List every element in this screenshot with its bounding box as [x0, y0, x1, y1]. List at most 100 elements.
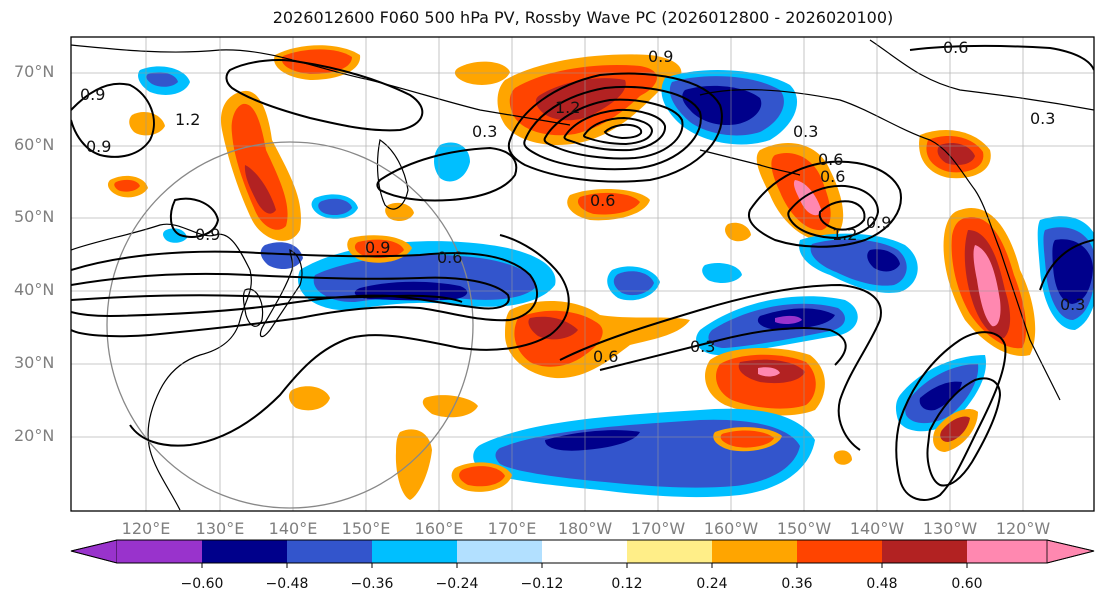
colorbar-label: −0.36	[350, 576, 394, 592]
colorbar-bin	[202, 540, 287, 563]
positive-anomaly	[793, 180, 822, 216]
pc-contour	[169, 197, 220, 238]
pc-contour	[543, 98, 684, 160]
contour-label: 0.6	[818, 150, 843, 169]
colorbar-label: 0.48	[866, 576, 898, 592]
positive-anomaly	[720, 430, 774, 448]
positive-anomaly	[725, 222, 751, 242]
negative-anomaly	[867, 249, 900, 272]
pc-contour	[225, 59, 424, 132]
colorbar-label: −0.48	[265, 576, 309, 592]
pc-contour	[563, 108, 666, 152]
negative-anomaly	[146, 72, 178, 87]
colorbar-bin	[372, 540, 457, 563]
pc-contour	[909, 44, 1094, 71]
shading-layer	[107, 45, 1094, 500]
lon-label: 170°W	[630, 519, 686, 538]
lat-label: 20°N	[14, 426, 55, 445]
colorbar-label: −0.60	[180, 576, 224, 592]
pc-contour	[895, 331, 1007, 501]
colorbar-label: 0.60	[951, 576, 983, 592]
pc-contour	[71, 272, 510, 318]
lon-label: 160°E	[414, 519, 464, 538]
japan-coastline	[259, 249, 303, 338]
positive-anomaly	[385, 202, 414, 221]
pc-contour	[926, 377, 1002, 487]
positive-anomaly	[114, 179, 140, 192]
colorbar-label: 0.24	[696, 576, 728, 592]
contour-label: 0.3	[472, 122, 497, 141]
contour-label: 0.9	[80, 85, 105, 104]
positive-anomaly	[395, 429, 432, 500]
colorbar-max-arrow	[1046, 539, 1095, 564]
positive-anomaly	[973, 245, 1001, 327]
positive-anomaly	[459, 466, 505, 487]
contour-label: 0.6	[820, 167, 845, 186]
contour-label: 0.3	[690, 337, 715, 356]
aleutian-coastline	[699, 149, 801, 176]
lat-label: 70°N	[14, 62, 55, 81]
reference-circle	[106, 141, 474, 509]
pc-contour	[599, 327, 847, 371]
pc-contour	[71, 294, 463, 303]
lon-label: 150°E	[341, 519, 391, 538]
plot-frame	[70, 36, 1095, 512]
pc-contour	[376, 146, 518, 202]
colorbar-label: 0.36	[781, 576, 813, 592]
map-title: 2026012600 F060 500 hPa PV, Rossby Wave …	[272, 8, 894, 27]
negative-anomaly	[434, 142, 470, 182]
lon-label: 140°W	[849, 519, 905, 538]
pc-contour	[559, 283, 882, 451]
negative-anomaly	[613, 271, 654, 296]
contour-label: 0.6	[437, 248, 462, 267]
contour-label: 1.2	[832, 225, 857, 244]
negative-anomaly	[919, 381, 962, 411]
pc-contour	[747, 160, 902, 248]
colorbar-bin	[967, 540, 1047, 563]
contour-label: 0.9	[195, 225, 220, 244]
contour-label: 0.3	[1030, 109, 1055, 128]
colorbar-bin	[117, 540, 202, 563]
positive-anomaly	[129, 112, 165, 136]
lon-label: 120°E	[121, 519, 171, 538]
contour-label: 1.2	[175, 110, 200, 129]
lon-label: 160°W	[703, 519, 759, 538]
lon-label: 180°W	[557, 519, 613, 538]
positive-anomaly	[833, 450, 852, 465]
positive-anomaly	[354, 239, 404, 258]
lon-label: 170°E	[487, 519, 537, 538]
positive-anomaly	[422, 395, 478, 418]
contour-label: 0.9	[86, 137, 111, 156]
positive-anomaly	[528, 316, 578, 340]
contour-label: 0.6	[590, 191, 615, 210]
pc-contour	[787, 184, 880, 240]
colorbar-bin	[627, 540, 712, 563]
alaska-coastline	[699, 88, 1061, 401]
lon-label: 120°W	[995, 519, 1051, 538]
negative-anomaly	[163, 228, 187, 243]
positive-anomaly	[244, 165, 276, 214]
positive-anomaly	[758, 367, 780, 377]
contour-label: 0.9	[648, 47, 673, 66]
negative-anomaly	[702, 263, 742, 283]
contour-label: 1.2	[555, 98, 580, 117]
lat-label: 40°N	[14, 280, 55, 299]
contour-label: 0.9	[866, 213, 891, 232]
negative-anomaly	[318, 198, 352, 216]
colorbar-bin	[542, 540, 627, 563]
lon-label: 150°W	[776, 519, 832, 538]
siberia-coastline	[71, 44, 571, 126]
colorbar-label: −0.12	[520, 576, 564, 592]
lat-label: 50°N	[14, 207, 55, 226]
colorbar-label: −0.24	[435, 576, 479, 592]
colorbar-label: 0.12	[611, 576, 643, 592]
contour-label: 0.6	[943, 38, 968, 57]
lon-label: 130°W	[922, 519, 978, 538]
pc-contour	[507, 72, 723, 183]
colorbar-outline	[70, 539, 1095, 564]
contour-label: 0.6	[593, 347, 618, 366]
lat-label: 60°N	[14, 135, 55, 154]
negative-anomaly	[545, 430, 640, 451]
pc-contour	[818, 200, 866, 231]
